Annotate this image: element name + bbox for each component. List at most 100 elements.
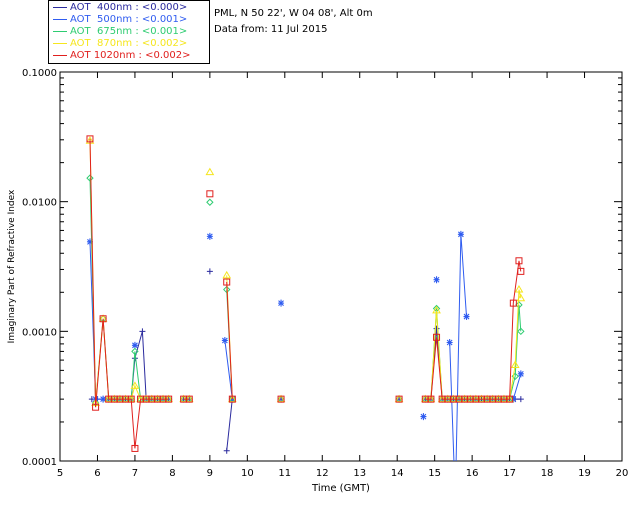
- series-4-point: [506, 395, 514, 403]
- series-2-point: [515, 301, 523, 309]
- series-1-point: [131, 341, 138, 349]
- y-tick-label: 0.0010: [22, 327, 57, 338]
- x-tick-label: 9: [207, 468, 213, 479]
- data-date: Data from: 11 Jul 2015: [214, 24, 328, 35]
- series-4-point: [228, 395, 236, 403]
- y-axis-label: Imaginary Part of Refractive Index: [7, 189, 17, 343]
- legend-swatch: [53, 42, 67, 44]
- x-tick-label: 7: [132, 468, 138, 479]
- series-1-point: [206, 232, 213, 240]
- series-1-point: [420, 413, 427, 421]
- x-tick-label: 16: [466, 468, 479, 479]
- x-tick-label: 18: [541, 468, 554, 479]
- series-3-point: [510, 360, 520, 368]
- legend-swatch: [53, 18, 67, 20]
- series-3-point: [432, 305, 441, 314]
- series-3-point: [394, 394, 404, 403]
- legend-label: AOT 870nm : <0.002>: [70, 38, 188, 49]
- series-3-point: [516, 293, 526, 302]
- series-2-point: [206, 198, 214, 206]
- legend-swatch: [53, 30, 67, 32]
- x-tick-label: 10: [241, 468, 254, 479]
- series-4-point: [395, 395, 403, 403]
- series-2-point: [131, 347, 139, 356]
- series-3-point: [276, 394, 286, 403]
- x-axis-label: Time (GMT): [311, 483, 370, 494]
- series-4-point: [92, 403, 100, 411]
- x-tick-label: 5: [57, 468, 63, 479]
- series-4-point: [165, 395, 173, 403]
- x-tick-label: 8: [169, 468, 175, 479]
- series-3-point: [222, 270, 232, 279]
- x-tick-label: 11: [278, 468, 291, 479]
- plot-frame: [59, 71, 623, 462]
- site-info: PML, N 50 22', W 04 08', Alt 0m Data fro…: [214, 6, 373, 38]
- series-1-point: [452, 497, 458, 504]
- series-4-point: [517, 267, 525, 275]
- legend-entry: AOT 500nm : <0.001>: [53, 14, 187, 26]
- series-3-point: [130, 381, 140, 389]
- series-4-point: [131, 444, 139, 452]
- series-3-line: [89, 140, 522, 404]
- series-4-point: [427, 395, 435, 403]
- series-1-point: [221, 336, 228, 344]
- x-tick-label: 19: [578, 468, 591, 479]
- series-1-point: [446, 339, 453, 347]
- series-4-point: [433, 333, 441, 341]
- legend: AOT 400nm : <0.000> AOT 500nm : <0.001> AO…: [48, 0, 210, 64]
- x-tick-label: 20: [616, 468, 629, 479]
- site-location: PML, N 50 22', W 04 08', Alt 0m: [214, 8, 373, 19]
- series-4-point: [99, 315, 107, 323]
- series-0-point: [139, 328, 146, 335]
- series-1-point: [229, 395, 236, 403]
- series-2-line: [89, 178, 522, 404]
- series-0-point: [433, 325, 440, 332]
- series-3-point: [205, 167, 215, 176]
- series-1-point: [457, 230, 464, 238]
- series-4-point: [223, 278, 231, 286]
- series-1-point: [463, 313, 470, 321]
- x-tick-label: 17: [503, 468, 516, 479]
- legend-entry: AOT 675nm : <0.001>: [53, 26, 187, 38]
- legend-label: AOT 675nm : <0.001>: [70, 26, 188, 37]
- y-tick-label: 0.1000: [22, 68, 57, 79]
- series-4-point: [127, 395, 135, 403]
- series-0-point: [223, 447, 230, 454]
- series-1-point: [510, 395, 517, 403]
- legend-entry: AOT 400nm : <0.000>: [53, 2, 187, 14]
- series-4-point: [515, 257, 523, 265]
- y-tick-label: 0.0001: [22, 457, 57, 468]
- legend-swatch: [53, 6, 67, 8]
- series-1-point: [278, 299, 285, 307]
- series-1-point: [517, 370, 524, 378]
- plot-area: [85, 135, 526, 504]
- legend-label: AOT 400nm : <0.000>: [70, 2, 188, 13]
- series-4-point: [509, 299, 517, 307]
- x-tick-label: 13: [353, 468, 366, 479]
- legend-entry: AOT 870nm : <0.002>: [53, 38, 187, 50]
- series-2-point: [517, 327, 525, 336]
- series-1-point: [86, 238, 93, 246]
- legend-entry: AOT 1020nm : <0.002>: [53, 50, 190, 62]
- series-4-point: [86, 135, 94, 143]
- legend-swatch: [53, 54, 67, 56]
- y-tick-label: 0.0100: [22, 198, 57, 209]
- series-4-point: [185, 395, 193, 403]
- series-1-point: [100, 395, 107, 403]
- series-4-point: [277, 395, 285, 403]
- series-0-point: [517, 396, 524, 403]
- x-tick-label: 12: [316, 468, 329, 479]
- series-4-point: [206, 190, 214, 198]
- x-tick-label: 14: [391, 468, 404, 479]
- legend-label: AOT 500nm : <0.001>: [70, 14, 188, 25]
- series-1-point: [433, 276, 440, 284]
- series-0-point: [206, 268, 213, 275]
- legend-label: AOT 1020nm : <0.002>: [70, 50, 191, 61]
- series-2-point: [86, 174, 94, 182]
- series-3-point: [227, 394, 237, 403]
- series-1-line: [89, 234, 522, 461]
- x-tick-label: 15: [428, 468, 441, 479]
- x-tick-label: 6: [94, 468, 100, 479]
- series-3-point: [514, 285, 524, 293]
